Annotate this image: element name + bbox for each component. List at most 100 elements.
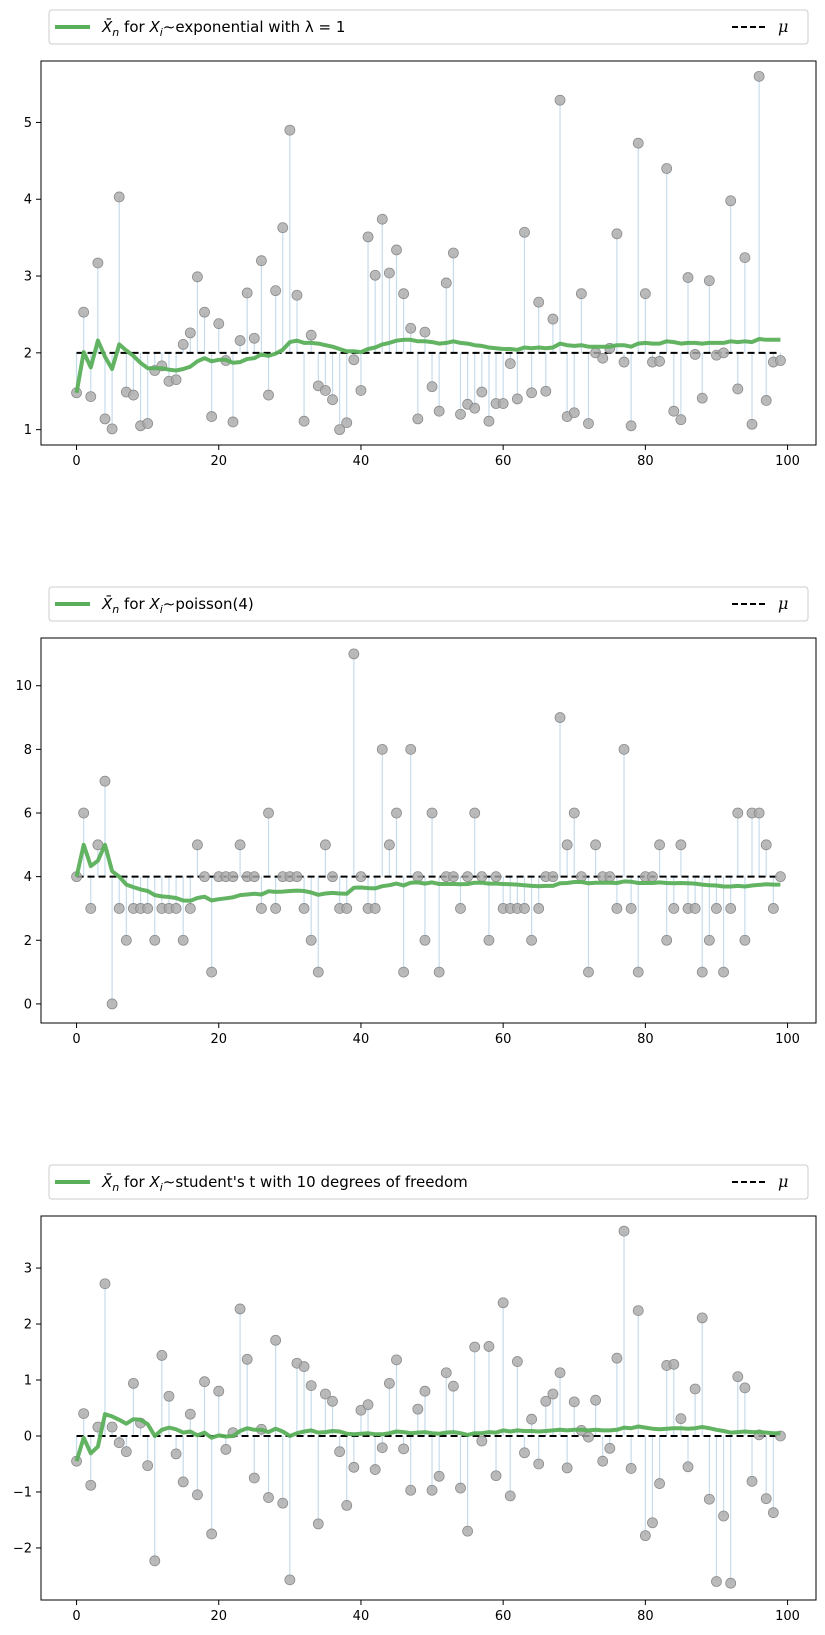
sample-point [767,1507,779,1519]
sample-point [128,389,139,401]
sample-point [170,903,182,914]
x-tick-label: 40 [353,1032,370,1047]
sample-point [426,807,438,819]
x-tick-label: 0 [72,1609,80,1624]
sample-point [99,1278,111,1290]
sample-point [689,903,701,914]
y-tick-label: 0 [24,1429,32,1444]
sample-point [554,1367,566,1379]
sample-point [547,1388,559,1400]
plot-frame [40,1215,817,1601]
sample-point [106,1421,118,1433]
sample-point [433,966,445,978]
sample-point [647,1517,658,1529]
sample-point [533,296,545,308]
x-tick-label: 0 [72,454,80,469]
sample-point [291,289,303,301]
sample-point [383,1377,395,1389]
legend: X̄n for Xi∼poisson(4) μ [48,586,809,622]
sample-point [277,222,289,234]
sample-point [469,1341,481,1353]
sample-point [85,391,97,403]
sample-point [341,1499,353,1511]
sample-point [462,1525,474,1537]
sample-point [462,871,474,883]
sample-point [177,934,189,946]
sample-point [618,1225,630,1237]
sample-point [348,354,360,366]
sample-point [519,226,530,238]
sample-point [369,903,381,914]
sample-point [433,405,445,417]
sample-points [71,70,786,436]
legend-mean-label: X̄n for Xi∼exponential with λ = 1 [101,17,345,39]
sample-point [625,903,637,914]
y-tick-label: 1 [24,423,32,438]
sample-point [398,1443,410,1455]
sample-point [746,418,758,430]
chart-panel-2: 0 20 40 60 80 100 0 2 4 6 8 10 X̄n for Xi∼poisson(4)… [15,586,817,1047]
sample-point [376,743,388,755]
sample-point [739,1382,751,1394]
sample-point [668,405,680,417]
sample-point [739,252,751,264]
sample-point [184,903,196,914]
x-tick-label: 60 [495,1609,512,1624]
legend-mu-label: μ [778,17,788,36]
sample-point [362,231,374,243]
sample-point [284,124,296,136]
sample-point [305,1380,317,1392]
sample-point [639,288,651,300]
sample-point [327,871,338,883]
sample-point [760,839,772,851]
sample-point [405,322,417,334]
sample-point [142,1460,154,1472]
sample-point [305,934,317,946]
sample-point [497,1297,509,1309]
sample-point [703,1493,715,1505]
sample-point [732,807,744,819]
legend-mean-label: X̄n for Xi∼student's t with 10 degrees o… [101,1172,468,1194]
sample-point [99,775,111,787]
sample-point [106,423,118,435]
x-tick-label: 100 [775,1032,800,1047]
y-tick-label: 8 [24,743,32,758]
sample-point [711,903,722,914]
sample-point [391,244,402,256]
x-tick-label: 0 [72,1032,80,1047]
sample-point [533,1458,545,1470]
y-tick-label: 2 [24,1318,32,1333]
sample-point [732,383,744,395]
x-tick-label: 60 [495,454,512,469]
sample-point [611,228,623,240]
sample-point [85,903,97,914]
sample-point [398,966,410,978]
sample-point [85,1479,97,1491]
sample-point [376,213,388,225]
sample-point [270,903,282,914]
sample-point [590,839,601,851]
sample-point [554,94,566,106]
chart-panel-1: 0 20 40 60 80 100 1 2 3 4 5 X̄n for Xi∼exponential … [24,9,817,469]
plot-frame [40,60,817,446]
sample-point [703,275,715,287]
sample-point [199,306,210,318]
sample-point [149,934,161,946]
sample-point [270,285,282,297]
x-tick-label: 100 [775,1609,800,1624]
sample-point [718,347,729,359]
sample-point [703,934,715,946]
sample-point [248,332,260,344]
sample-point [476,871,488,883]
sample-point [177,338,189,350]
sample-point [533,903,545,914]
x-tick-label: 80 [637,1609,654,1624]
sample-point [263,1492,274,1503]
sample-point [568,1396,580,1408]
sample-point [113,191,125,203]
sample-point [206,411,218,422]
y-tick-label: −1 [13,1485,32,1500]
y-tick-label: 3 [24,1262,32,1277]
sample-point [312,966,324,978]
sample-point [568,807,580,819]
